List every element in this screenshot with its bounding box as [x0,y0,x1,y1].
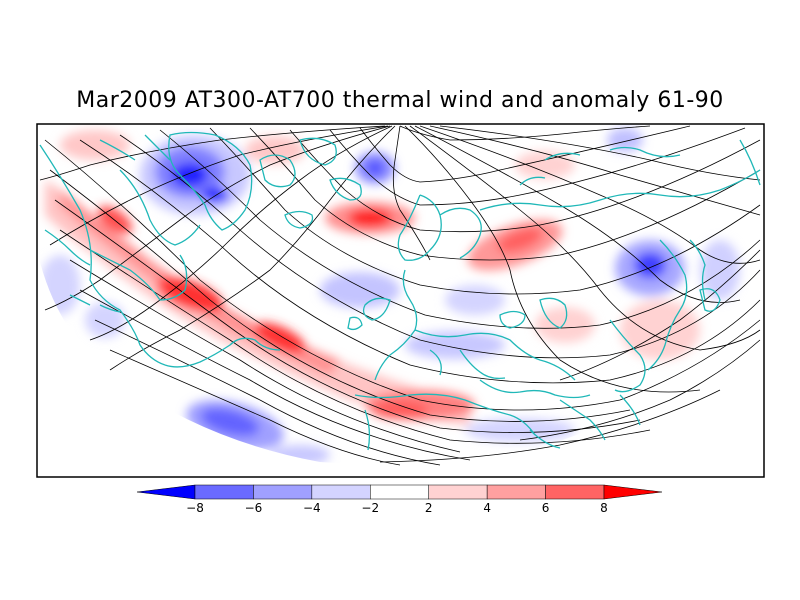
colorbar-segment [428,484,488,500]
colorbar-tick-label: −6 [245,501,263,515]
colorbar-tick-label: −8 [186,501,204,515]
colorbar-tick-label: 2 [425,501,433,515]
thermal-wind-streamlines [39,125,761,466]
colorbar-tick-label: −4 [303,501,321,515]
map-frame [36,123,765,478]
colorbar-segment [486,484,546,500]
colorbar-segment [253,484,313,500]
colorbar-segment [545,484,605,500]
colorbar-tick-label: 4 [483,501,491,515]
colorbar-segment [311,484,371,500]
map-title: Mar2009 AT300-AT700 thermal wind and ano… [76,88,724,113]
colorbar-tick-label: −2 [361,501,379,515]
colorbar-tick-label: 6 [542,501,550,515]
colorbar-segment [370,484,429,500]
colorbar-segment [194,484,254,500]
colorbar-tick-label: 8 [600,501,608,515]
coastlines [39,131,761,451]
colorbar-upper-triangle [603,484,663,500]
colorbar-lower-triangle [136,484,196,500]
